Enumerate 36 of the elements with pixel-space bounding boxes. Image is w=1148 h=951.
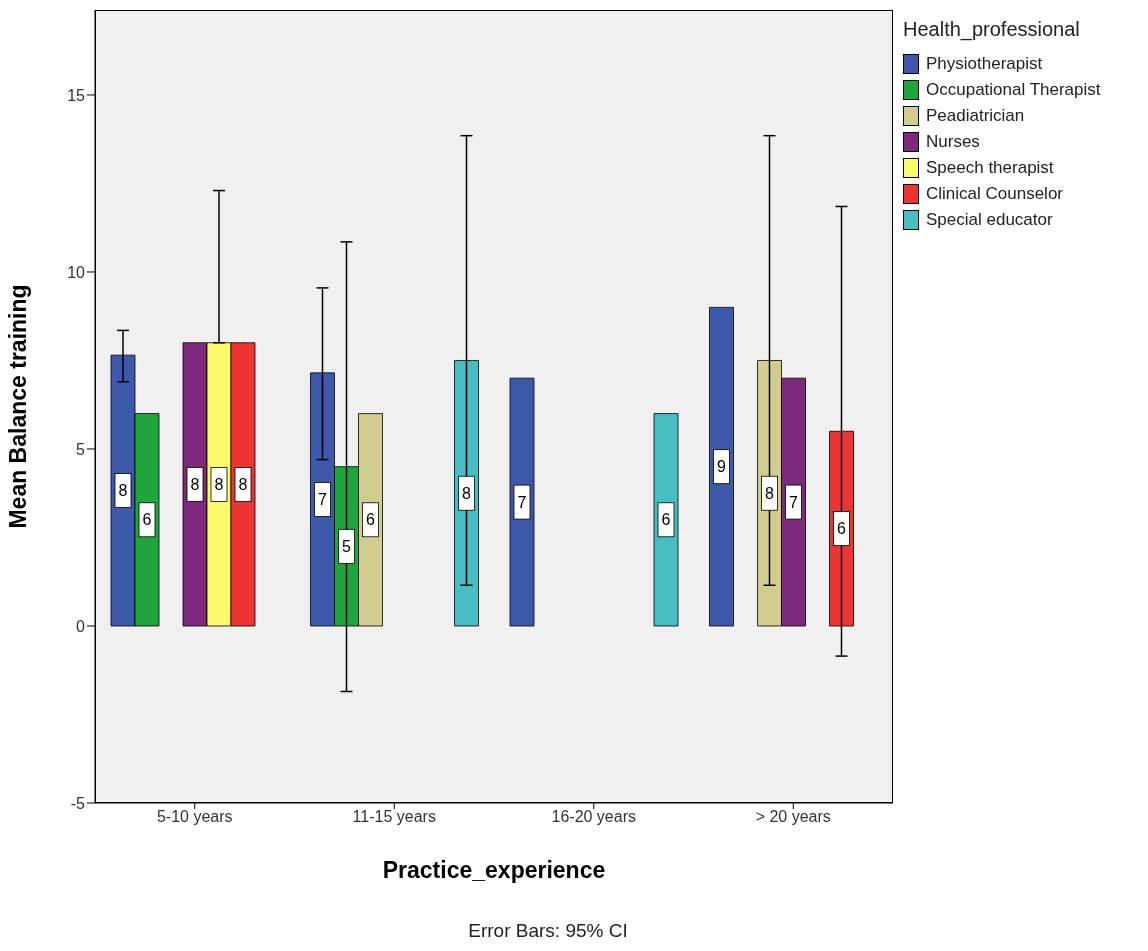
x-tick-label: 16-20 years bbox=[551, 808, 636, 826]
x-axis-title: Practice_experience bbox=[382, 857, 606, 883]
legend-label: Occupational Therapist bbox=[926, 80, 1101, 100]
y-tick-label: 0 bbox=[76, 617, 86, 635]
data-label: 8 bbox=[214, 475, 224, 493]
data-label: 7 bbox=[789, 493, 799, 511]
data-label: 5 bbox=[342, 537, 352, 555]
legend-title: Health_professional bbox=[903, 18, 1081, 41]
data-label: 6 bbox=[661, 511, 671, 529]
legend-label: Physiotherapist bbox=[926, 54, 1043, 74]
data-label: 7 bbox=[517, 493, 527, 511]
legend-label: Peadiatrician bbox=[926, 106, 1025, 126]
data-label: 9 bbox=[717, 458, 727, 476]
data-label: 8 bbox=[118, 482, 128, 500]
data-label: 8 bbox=[462, 484, 472, 502]
data-label: 6 bbox=[837, 520, 847, 538]
x-tick-label: 11-15 years bbox=[352, 808, 436, 826]
data-label: 8 bbox=[238, 475, 248, 493]
bar bbox=[709, 306, 734, 627]
y-tick-label: 5 bbox=[76, 440, 86, 458]
legend-label: Special educator bbox=[926, 210, 1053, 230]
data-label: 7 bbox=[318, 490, 328, 508]
data-label: 6 bbox=[142, 511, 152, 529]
y-tick-label: 10 bbox=[67, 263, 86, 281]
legend-label: Speech therapist bbox=[926, 158, 1054, 178]
data-label: 8 bbox=[765, 484, 775, 502]
y-tick-label: 15 bbox=[67, 86, 86, 104]
data-label: 8 bbox=[190, 475, 200, 493]
x-tick-label: 5-10 years bbox=[156, 808, 233, 826]
y-tick-label: -5 bbox=[70, 794, 86, 812]
text: Error Bars: 95% CI bbox=[467, 920, 629, 942]
legend-label: Clinical Counselor bbox=[926, 184, 1064, 204]
y-axis-title: Mean Balance training bbox=[5, 284, 32, 529]
data-label: 6 bbox=[366, 511, 376, 529]
x-tick-label: > 20 years bbox=[755, 808, 831, 826]
legend-label: Nurses bbox=[926, 132, 980, 152]
